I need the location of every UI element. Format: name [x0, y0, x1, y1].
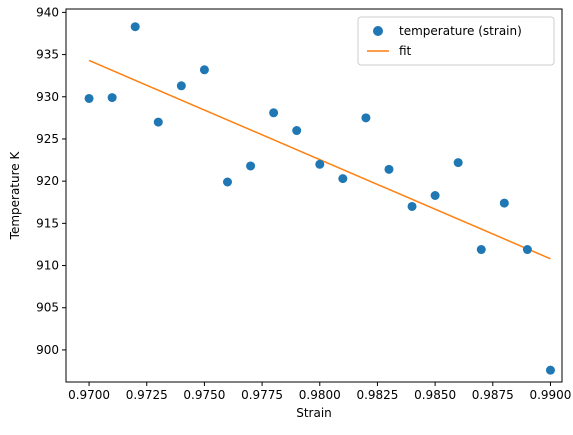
y-tick-label: 905: [36, 301, 59, 315]
scatter-series: [84, 22, 555, 375]
y-tick-label: 930: [36, 90, 59, 104]
scatter-point: [338, 174, 348, 184]
scatter-point: [361, 113, 371, 123]
scatter-point: [522, 245, 532, 255]
x-tick-label: 0.9800: [299, 388, 341, 402]
scatter-point: [130, 22, 140, 32]
scatter-point: [292, 126, 302, 136]
scatter-point: [176, 81, 186, 91]
x-tick-label: 0.9750: [183, 388, 225, 402]
scatter-point: [476, 245, 486, 255]
fit-series: [88, 59, 551, 260]
y-tick-label: 915: [36, 216, 59, 230]
scatter-point: [222, 177, 232, 187]
x-tick-label: 0.9875: [472, 388, 514, 402]
scatter-point: [315, 159, 325, 169]
x-tick-label: 0.9825: [356, 388, 398, 402]
legend-label-temperature: temperature (strain): [399, 24, 522, 38]
legend-box: [357, 16, 555, 66]
legend-scatter-marker: [373, 26, 383, 36]
x-tick-label: 0.9700: [68, 388, 110, 402]
scatter-point: [499, 198, 509, 208]
scatter-point: [545, 365, 555, 375]
scatter-point: [384, 164, 394, 174]
y-axis-ticks: 900 905 910 915 920 925 930 935 940: [36, 5, 66, 357]
y-tick-label: 910: [36, 259, 59, 273]
scatter-point: [84, 93, 94, 103]
scatter-point: [107, 93, 117, 103]
x-tick-label: 0.9850: [414, 388, 456, 402]
plot-frame: [65, 8, 563, 383]
legend: temperature (strain) fit: [357, 16, 555, 66]
x-tick-label: 0.9775: [241, 388, 283, 402]
x-axis-ticks: 0.9700 0.9725 0.9750 0.9775 0.9800 0.9825 0.98…: [68, 382, 571, 402]
scatter-point: [246, 161, 256, 171]
fit-line: [88, 59, 551, 260]
scatter-point: [153, 117, 163, 127]
y-axis-label: Temperature K: [8, 151, 22, 241]
y-tick-label: 940: [36, 5, 59, 19]
y-tick-label: 920: [36, 174, 59, 188]
x-axis-label: Strain: [296, 406, 332, 420]
y-tick-label: 900: [36, 343, 59, 357]
scatter-point: [453, 158, 463, 168]
legend-label-fit: fit: [399, 44, 412, 58]
scatter-point: [430, 191, 440, 200]
y-tick-label: 935: [36, 48, 59, 62]
y-tick-label: 925: [36, 132, 59, 146]
scatter-point: [199, 65, 209, 75]
scatter-point: [269, 108, 279, 118]
x-tick-label: 0.9725: [126, 388, 168, 402]
x-tick-label: 0.9900: [529, 388, 571, 402]
scatter-point: [407, 201, 417, 211]
